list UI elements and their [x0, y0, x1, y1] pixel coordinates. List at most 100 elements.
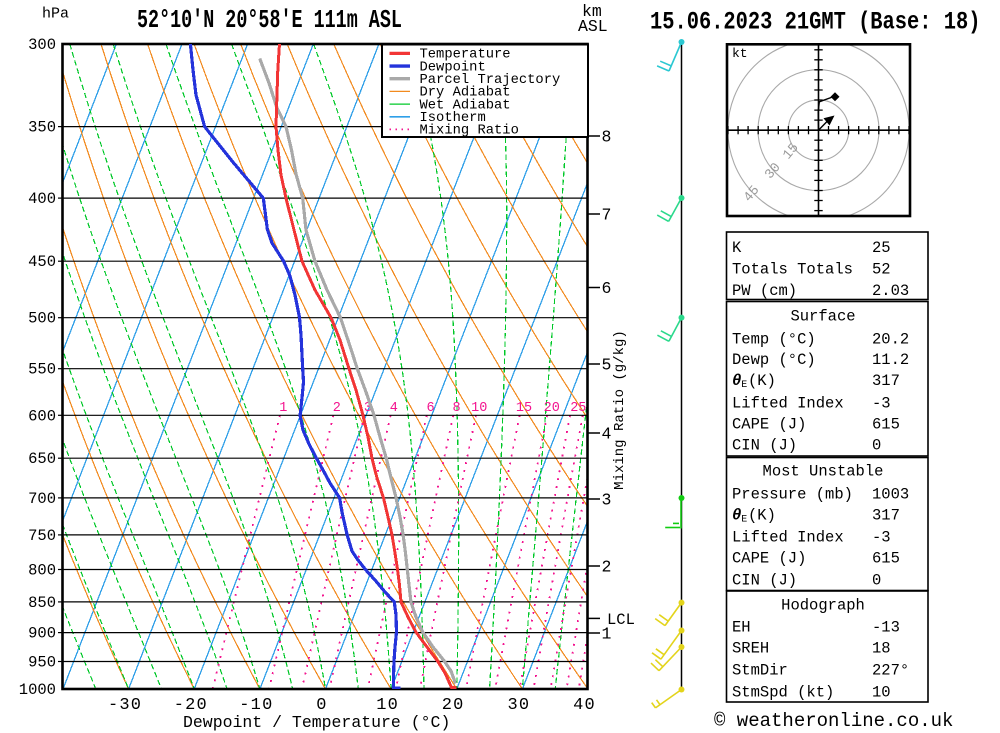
svg-text:615: 615: [872, 550, 900, 568]
svg-text:10: 10: [376, 696, 399, 715]
svg-text:2: 2: [602, 558, 612, 577]
svg-text:CAPE (J): CAPE (J): [732, 415, 806, 433]
svg-text:700: 700: [28, 490, 56, 508]
svg-text:52: 52: [872, 261, 891, 279]
svg-text:20.2: 20.2: [872, 330, 909, 348]
svg-text:Hodograph: Hodograph: [781, 597, 865, 615]
svg-text:Pressure (mb): Pressure (mb): [732, 486, 853, 504]
svg-text:Dry Adiabat: Dry Adiabat: [420, 85, 511, 101]
svg-text:317: 317: [872, 507, 900, 525]
svg-text:8: 8: [452, 401, 460, 416]
svg-text:0: 0: [872, 436, 881, 454]
svg-text:400: 400: [28, 190, 56, 208]
svg-text:20: 20: [544, 401, 560, 416]
svg-text:7: 7: [602, 206, 612, 225]
svg-text:StmSpd (kt): StmSpd (kt): [732, 684, 834, 702]
svg-text:4: 4: [602, 425, 612, 444]
svg-text:Dewpoint: Dewpoint: [420, 59, 486, 75]
svg-text:Lifted Index: Lifted Index: [732, 395, 844, 413]
svg-text:5: 5: [602, 356, 612, 375]
svg-text:Totals Totals: Totals Totals: [732, 261, 853, 279]
svg-text:E: E: [741, 515, 747, 526]
svg-text:4: 4: [390, 401, 398, 416]
svg-text:10: 10: [872, 684, 891, 702]
svg-text:15.06.2023 21GMT (Base: 18): 15.06.2023 21GMT (Base: 18): [650, 8, 980, 36]
svg-text:PW (cm): PW (cm): [732, 282, 797, 300]
svg-text:hPa: hPa: [42, 6, 69, 23]
svg-text:18: 18: [872, 640, 891, 658]
svg-text:850: 850: [28, 594, 56, 612]
svg-text:11.2: 11.2: [872, 351, 909, 369]
svg-text:0: 0: [872, 572, 881, 590]
svg-text:10: 10: [471, 401, 487, 416]
svg-text:(K): (K): [748, 372, 776, 390]
svg-text:950: 950: [28, 654, 56, 672]
svg-text:1: 1: [602, 625, 612, 644]
svg-text:-3: -3: [872, 529, 891, 547]
svg-text:615: 615: [872, 415, 900, 433]
svg-text:40: 40: [573, 696, 596, 715]
svg-text:550: 550: [28, 361, 56, 379]
svg-text:3: 3: [364, 401, 372, 416]
svg-text:350: 350: [28, 119, 56, 137]
svg-text:1003: 1003: [872, 486, 909, 504]
svg-text:CAPE (J): CAPE (J): [732, 550, 806, 568]
svg-text:1: 1: [279, 401, 287, 416]
svg-text:Lifted Index: Lifted Index: [732, 529, 844, 547]
svg-text:SREH: SREH: [732, 640, 769, 658]
svg-text:Mixing Ratio: Mixing Ratio: [420, 123, 519, 139]
svg-text:θ: θ: [732, 507, 741, 525]
svg-text:650: 650: [28, 450, 56, 468]
svg-text:25: 25: [570, 401, 586, 416]
svg-text:Surface: Surface: [790, 308, 855, 326]
svg-text:-3: -3: [872, 395, 891, 413]
svg-text:227°: 227°: [872, 661, 909, 679]
svg-text:0: 0: [316, 696, 327, 715]
svg-text:E: E: [741, 380, 747, 391]
svg-text:Most Unstable: Most Unstable: [763, 463, 884, 481]
svg-text:500: 500: [28, 310, 56, 328]
svg-text:-20: -20: [174, 696, 208, 715]
svg-text:30: 30: [507, 696, 530, 715]
svg-text:© weatheronline.co.uk: © weatheronline.co.uk: [714, 710, 953, 732]
svg-text:(K): (K): [748, 507, 776, 525]
svg-text:750: 750: [28, 527, 56, 545]
svg-text:StmDir: StmDir: [732, 661, 788, 679]
svg-text:-30: -30: [108, 696, 142, 715]
svg-text:15: 15: [516, 401, 532, 416]
svg-text:km: km: [582, 2, 602, 21]
svg-text:2.03: 2.03: [872, 282, 909, 300]
svg-text:2: 2: [333, 401, 341, 416]
svg-text:3: 3: [602, 491, 612, 510]
svg-text:20: 20: [442, 696, 465, 715]
svg-text:CIN (J): CIN (J): [732, 436, 797, 454]
svg-text:Isotherm: Isotherm: [420, 110, 486, 126]
svg-text:θ: θ: [732, 372, 741, 390]
svg-text:-13: -13: [872, 619, 900, 637]
svg-text:EH: EH: [732, 619, 751, 637]
svg-text:kt: kt: [732, 46, 748, 61]
svg-text:300: 300: [28, 36, 56, 54]
svg-text:Wet Adiabat: Wet Adiabat: [420, 97, 511, 113]
svg-text:K: K: [732, 239, 742, 257]
svg-text:800: 800: [28, 562, 56, 580]
svg-text:450: 450: [28, 253, 56, 271]
svg-text:6: 6: [602, 279, 612, 298]
svg-text:25: 25: [872, 239, 891, 257]
svg-text:LCL: LCL: [607, 611, 635, 629]
svg-text:Mixing Ratio (g/kg): Mixing Ratio (g/kg): [612, 330, 628, 490]
svg-text:ASL: ASL: [578, 17, 608, 36]
svg-text:Parcel Trajectory: Parcel Trajectory: [420, 72, 561, 88]
svg-text:6: 6: [427, 401, 435, 416]
svg-text:52°10'N 20°58'E 111m ASL: 52°10'N 20°58'E 111m ASL: [137, 5, 402, 35]
svg-text:CIN (J): CIN (J): [732, 572, 797, 590]
svg-text:Temp (°C): Temp (°C): [732, 330, 816, 348]
svg-text:Dewp (°C): Dewp (°C): [732, 351, 816, 369]
svg-text:1000: 1000: [19, 681, 56, 699]
svg-text:8: 8: [602, 128, 612, 147]
svg-text:Dewpoint / Temperature (°C): Dewpoint / Temperature (°C): [183, 713, 450, 732]
svg-text:-10: -10: [239, 696, 273, 715]
svg-text:900: 900: [28, 625, 56, 643]
svg-text:600: 600: [28, 407, 56, 425]
svg-text:Temperature: Temperature: [420, 48, 511, 63]
